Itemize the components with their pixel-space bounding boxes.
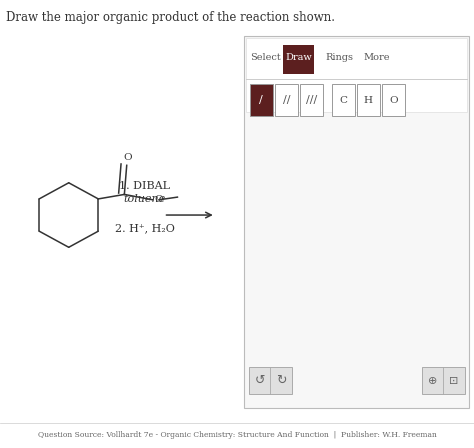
FancyBboxPatch shape	[422, 367, 465, 394]
FancyBboxPatch shape	[275, 84, 298, 116]
FancyBboxPatch shape	[250, 84, 273, 116]
Text: ⊡: ⊡	[449, 376, 458, 386]
Text: toluene: toluene	[123, 194, 166, 204]
Text: 1. DIBAL: 1. DIBAL	[119, 181, 170, 191]
FancyBboxPatch shape	[246, 38, 467, 112]
FancyBboxPatch shape	[283, 45, 314, 74]
Text: ↻: ↻	[275, 374, 286, 388]
Text: ↺: ↺	[254, 374, 265, 388]
Text: /: /	[259, 95, 263, 105]
Text: Select: Select	[250, 52, 281, 61]
Text: H: H	[364, 95, 373, 105]
Text: O: O	[389, 95, 398, 105]
FancyBboxPatch shape	[249, 367, 292, 394]
Text: More: More	[364, 52, 390, 61]
Text: O: O	[154, 195, 163, 204]
Text: //: //	[283, 95, 290, 105]
Text: ⊕: ⊕	[428, 376, 437, 386]
FancyBboxPatch shape	[300, 84, 323, 116]
Text: 2. H⁺, H₂O: 2. H⁺, H₂O	[115, 224, 174, 233]
Text: C: C	[339, 95, 347, 105]
Text: Rings: Rings	[325, 52, 353, 61]
Text: ///: ///	[306, 95, 317, 105]
FancyBboxPatch shape	[244, 36, 469, 408]
FancyBboxPatch shape	[357, 84, 380, 116]
Text: Draw: Draw	[285, 52, 312, 61]
FancyBboxPatch shape	[332, 84, 355, 116]
Text: O: O	[123, 153, 132, 162]
Text: Question Source: Vollhardt 7e - Organic Chemistry: Structure And Function  |  Pu: Question Source: Vollhardt 7e - Organic …	[37, 431, 437, 439]
Text: Draw the major organic product of the reaction shown.: Draw the major organic product of the re…	[6, 11, 335, 24]
FancyBboxPatch shape	[382, 84, 405, 116]
